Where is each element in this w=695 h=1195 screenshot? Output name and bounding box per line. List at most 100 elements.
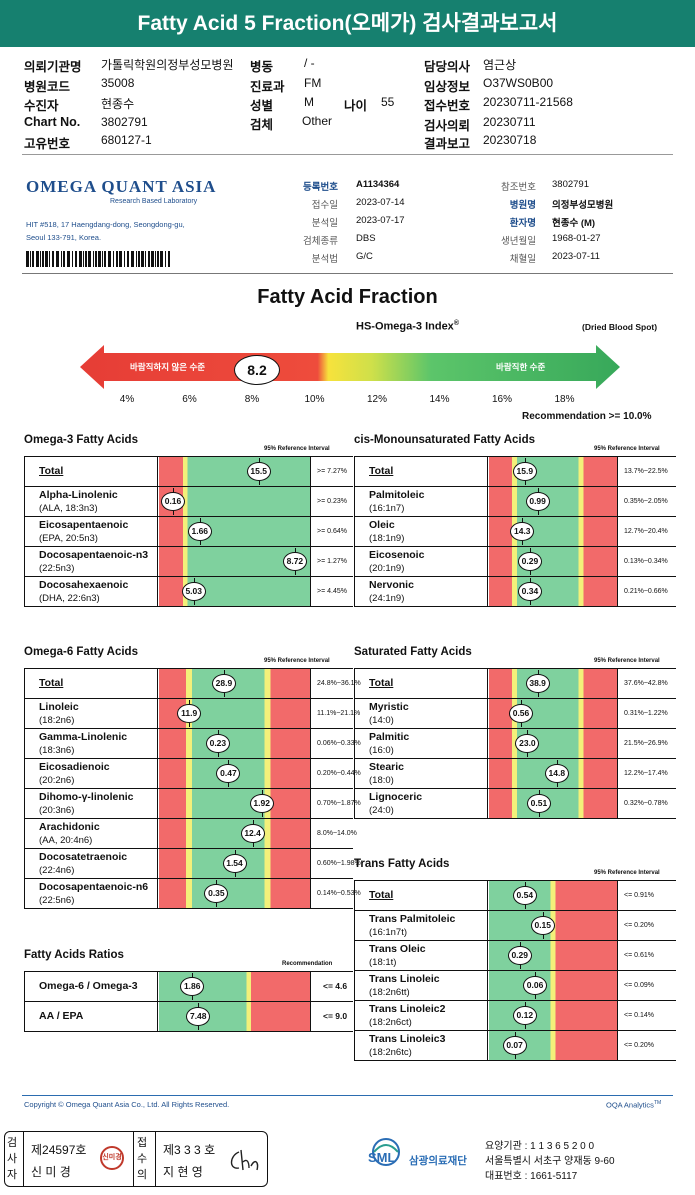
value-marker: 14.8 [544, 760, 569, 787]
value-marker: 1.66 [187, 518, 212, 545]
barcode-bar [93, 251, 94, 267]
row-name: Trans Linoleic3 [369, 1033, 446, 1045]
barcode-bar [36, 251, 39, 267]
row-name: Eicosadienoic [39, 761, 110, 773]
receiver-no: 제3 3 3 호 [163, 1143, 216, 1157]
lab-field-label: 접수일 [311, 200, 338, 211]
lab-field-label: 분석법 [311, 254, 338, 265]
row-label: Total [25, 669, 158, 698]
row-subtitle: (18:1t) [369, 957, 397, 968]
lab-address-2: Seoul 133-791, Korea. [26, 233, 102, 242]
value-marker: 28.9 [211, 670, 236, 697]
index-tick-label: 12% [366, 394, 387, 405]
row-name: Trans Palmitoleic [369, 913, 456, 925]
table-row: Eicosadienoic (20:2n6) 0.47 0.20%~0.44% [25, 759, 361, 789]
rep-value: 20230718 [483, 133, 537, 147]
row-name: Palmitoleic [369, 489, 425, 501]
sex-label: 성별 [250, 99, 274, 113]
table-row: Omega-6 / Omega-3 1.86 <= 4.6 [25, 972, 353, 1002]
dept-value: FM [304, 76, 322, 90]
divider [133, 1132, 134, 1186]
row-subtitle: (22:5n3) [39, 563, 75, 574]
row-subtitle: (22:4n6) [39, 865, 75, 876]
omega3-index-arrow [80, 345, 620, 389]
row-name: Docosahexaenoic [39, 579, 129, 591]
range-bar: 11.9 [159, 699, 310, 728]
barcode-bar [127, 251, 129, 267]
row-name: Trans Linoleic2 [369, 1003, 446, 1015]
range-bar: 0.54 [489, 881, 617, 910]
row-label: Total [355, 669, 488, 698]
table-row: Trans Linoleic (18:2n6tt) 0.06 <= 0.09% [355, 971, 676, 1001]
range-bar: 23.0 [489, 729, 617, 758]
row-label: Docosapentaenoic-n6 (22:5n6) [25, 879, 158, 908]
index-right-text: 바람직한 수준 [496, 362, 546, 372]
lab-field-value: 3802791 [552, 179, 589, 190]
reference-value: 11.1%~21.1% [310, 699, 360, 728]
barcode-bar [141, 251, 144, 267]
row-subtitle: (18:0) [369, 775, 394, 786]
table-row: Docosahexaenoic (DHA, 22:6n3) 5.03 >= 4.45% [25, 577, 353, 607]
reference-value: 0.32%~0.78% [617, 789, 677, 818]
footer-line [22, 1095, 673, 1096]
value-marker: 7.48 [186, 1003, 211, 1030]
age-label: 나이 [344, 99, 368, 113]
barcode-bar [124, 251, 125, 267]
barcode-bar [26, 251, 29, 267]
row-subtitle: (16:0) [369, 745, 394, 756]
section-title: Omega-6 Fatty Acids [24, 646, 138, 658]
table-row: AA / EPA 7.48 <= 9.0 [25, 1002, 353, 1032]
row-label: Docosahexaenoic (DHA, 22:6n3) [25, 577, 158, 606]
range-bar: 14.3 [489, 517, 617, 546]
lab-field-value: A1134364 [356, 179, 400, 190]
reference-value: 13.7%~22.5% [617, 457, 677, 486]
row-subtitle: (18:1n9) [369, 533, 405, 544]
reference-value: <= 0.09% [617, 971, 677, 1000]
row-name: Docosatetraenoic [39, 851, 128, 863]
sex-value: M [304, 95, 314, 109]
table-row: Nervonic (24:1n9) 0.34 0.21%~0.66% [355, 577, 676, 607]
barcode-bar [108, 251, 111, 267]
reference-value: 24.8%~36.1% [310, 669, 361, 698]
reference-value: >= 4.45% [310, 577, 354, 606]
barcode [26, 251, 174, 267]
lab-field-label: 환자명 [509, 218, 536, 229]
value-marker: 0.35 [204, 880, 229, 907]
seal-stamp: 신미경 [100, 1146, 124, 1170]
table-row: Palmitic (16:0) 23.0 21.5%~26.9% [355, 729, 676, 759]
row-name: Lignoceric [369, 791, 423, 803]
value-marker: 0.47 [216, 760, 241, 787]
range-bar: 15.5 [159, 457, 310, 486]
barcode-bar [63, 251, 65, 267]
row-subtitle: (18:2n6ct) [369, 1017, 412, 1028]
handwritten-signature [230, 1149, 259, 1171]
value-marker: 0.29 [517, 548, 542, 575]
reference-value: 0.14%~0.53% [310, 879, 361, 908]
range-bar: 0.07 [489, 1031, 617, 1060]
value-marker: 5.03 [181, 578, 206, 605]
receiver-name: 지 현 영 [163, 1165, 203, 1179]
lab-field-value: 2023-07-17 [356, 215, 405, 226]
inspector-no: 제24597호 [31, 1143, 87, 1157]
row-subtitle: (18:2n6tc) [369, 1047, 412, 1058]
row-label: Total [25, 457, 158, 486]
row-subtitle: (18:2n6tt) [369, 987, 410, 998]
specimen-value: Other [302, 114, 333, 128]
barcode-bar [52, 251, 54, 267]
index-tick-label: 8% [244, 394, 260, 405]
ward-value: / - [304, 56, 315, 70]
table-row: Trans Linoleic3 (18:2n6tc) 0.07 <= 0.20% [355, 1031, 676, 1061]
barcode-bar [72, 251, 73, 267]
table-row: Total 28.9 24.8%~36.1% [25, 669, 361, 699]
table-row: Trans Palmitoleic (16:1n7t) 0.15 <= 0.20% [355, 911, 676, 941]
row-name: Palmitic [369, 731, 410, 743]
table-row: Total 15.5 >= 7.27% [25, 457, 353, 487]
range-bar: 14.8 [489, 759, 617, 788]
lab-logo-sub: Research Based Laboratory [110, 198, 198, 205]
reference-value: >= 0.23% [310, 487, 354, 516]
reference-value: 0.20%~0.44% [310, 759, 361, 788]
barcode-bar [145, 251, 146, 267]
barcode-bar [49, 251, 50, 267]
barcode-bar [157, 251, 159, 267]
barcode-bar [30, 251, 31, 267]
